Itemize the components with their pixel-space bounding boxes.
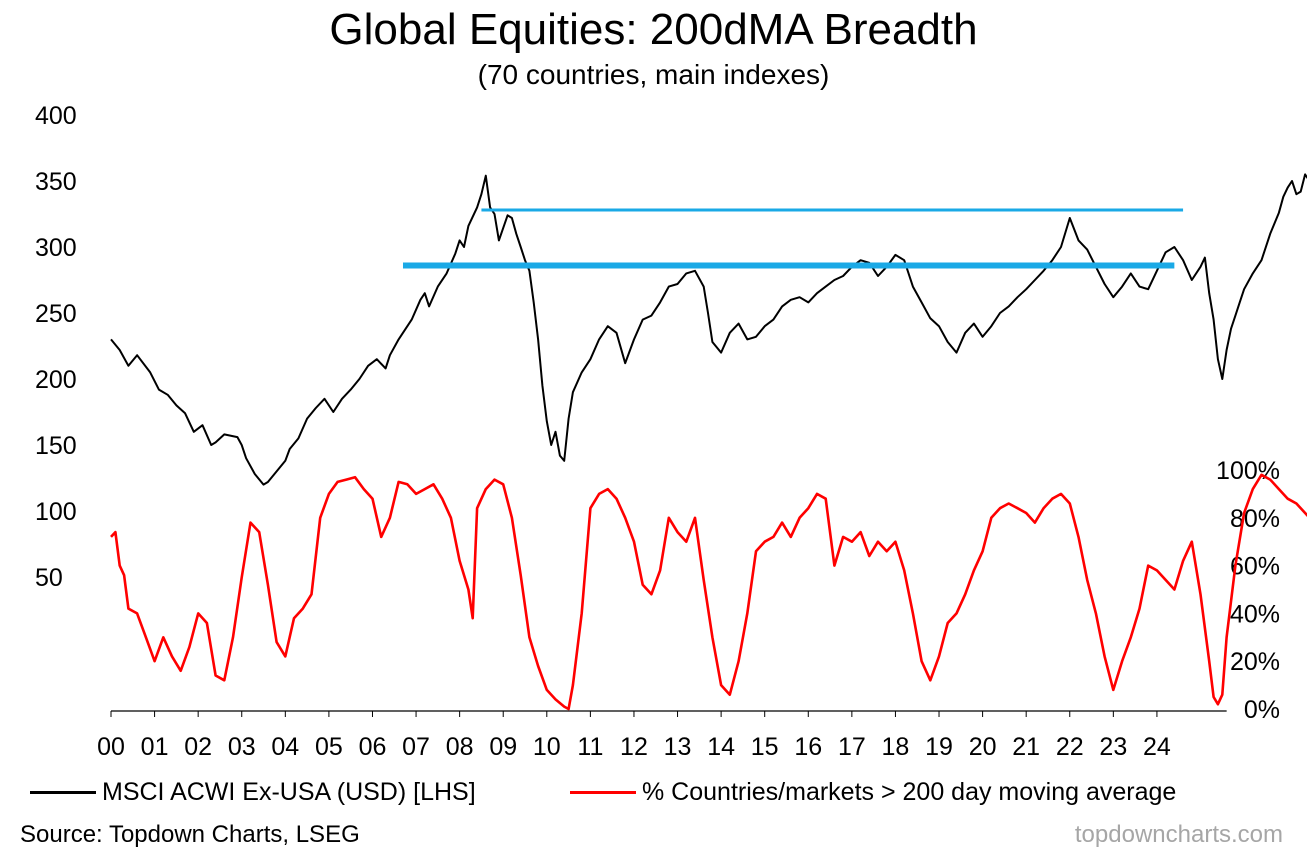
legend-item-breadth: % Countries/markets > 200 day moving ave… bbox=[570, 778, 1176, 807]
x-tick-label: 24 bbox=[1143, 733, 1171, 761]
y-right-tick-label: 60% bbox=[1230, 553, 1280, 581]
x-tick-label: 21 bbox=[1012, 733, 1040, 761]
x-tick-label: 10 bbox=[533, 733, 561, 761]
x-tick-label: 23 bbox=[1099, 733, 1127, 761]
x-tick-label: 07 bbox=[402, 733, 430, 761]
x-tick-label: 18 bbox=[882, 733, 910, 761]
acwi-series-line bbox=[110, 173, 1307, 486]
legend-swatch-black bbox=[30, 791, 96, 794]
x-tick-label: 08 bbox=[446, 733, 474, 761]
chart-area: 00 01 02 03 04 05 06 07 08 09 10 11 12 13 14 15 16 17 18 19… bbox=[35, 102, 1307, 761]
x-tick-label: 20 bbox=[969, 733, 997, 761]
x-tick-label: 12 bbox=[620, 733, 648, 761]
chart-subtitle: (70 countries, main indexes) bbox=[477, 59, 830, 90]
x-tick-label: 19 bbox=[925, 733, 953, 761]
y-left-tick-label: 200 bbox=[35, 366, 77, 394]
breadth-series-line bbox=[110, 473, 1307, 711]
y-left-tick-label: 350 bbox=[35, 168, 77, 196]
x-tick-label: 03 bbox=[228, 733, 256, 761]
source-note: Source: Topdown Charts, LSEG bbox=[20, 821, 360, 848]
legend-swatch-red bbox=[570, 791, 636, 794]
x-tick-label: 00 bbox=[97, 733, 125, 761]
y-left-tick-label: 50 bbox=[35, 564, 63, 592]
x-tick-label: 15 bbox=[751, 733, 779, 761]
x-tick-label: 01 bbox=[141, 733, 169, 761]
x-tick-label: 06 bbox=[359, 733, 387, 761]
y-right-tick-label: 80% bbox=[1230, 505, 1280, 533]
y-right-tick-label: 20% bbox=[1230, 648, 1280, 676]
x-tick-label: 16 bbox=[794, 733, 822, 761]
x-tick-label: 22 bbox=[1056, 733, 1084, 761]
legend-label-breadth: % Countries/markets > 200 day moving ave… bbox=[642, 778, 1177, 806]
x-tick-label: 11 bbox=[577, 733, 603, 761]
y-left-tick-label: 150 bbox=[35, 432, 77, 460]
y-left-tick-label: 100 bbox=[35, 498, 77, 526]
y-left-tick-label: 400 bbox=[35, 102, 77, 130]
x-tick-label: 17 bbox=[838, 733, 866, 761]
y-right-tick-label: 40% bbox=[1230, 600, 1280, 628]
x-tick-label: 13 bbox=[664, 733, 692, 761]
y-left-tick-label: 300 bbox=[35, 234, 77, 262]
x-tick-label: 14 bbox=[707, 733, 735, 761]
x-tick-label: 09 bbox=[489, 733, 517, 761]
x-tick-label: 05 bbox=[315, 733, 343, 761]
legend-item-acwi: MSCI ACWI Ex-USA (USD) [LHS] bbox=[30, 778, 476, 807]
chart-title: Global Equities: 200dMA Breadth bbox=[329, 5, 978, 54]
y-left-tick-label: 250 bbox=[35, 300, 77, 328]
x-tick-label: 04 bbox=[271, 733, 299, 761]
y-right-tick-label: 0% bbox=[1244, 696, 1280, 724]
site-watermark: topdowncharts.com bbox=[1074, 821, 1283, 848]
legend-label-acwi: MSCI ACWI Ex-USA (USD) [LHS] bbox=[102, 778, 476, 806]
legend: MSCI ACWI Ex-USA (USD) [LHS] % Countries… bbox=[0, 778, 1307, 818]
x-tick-label: 02 bbox=[184, 733, 212, 761]
